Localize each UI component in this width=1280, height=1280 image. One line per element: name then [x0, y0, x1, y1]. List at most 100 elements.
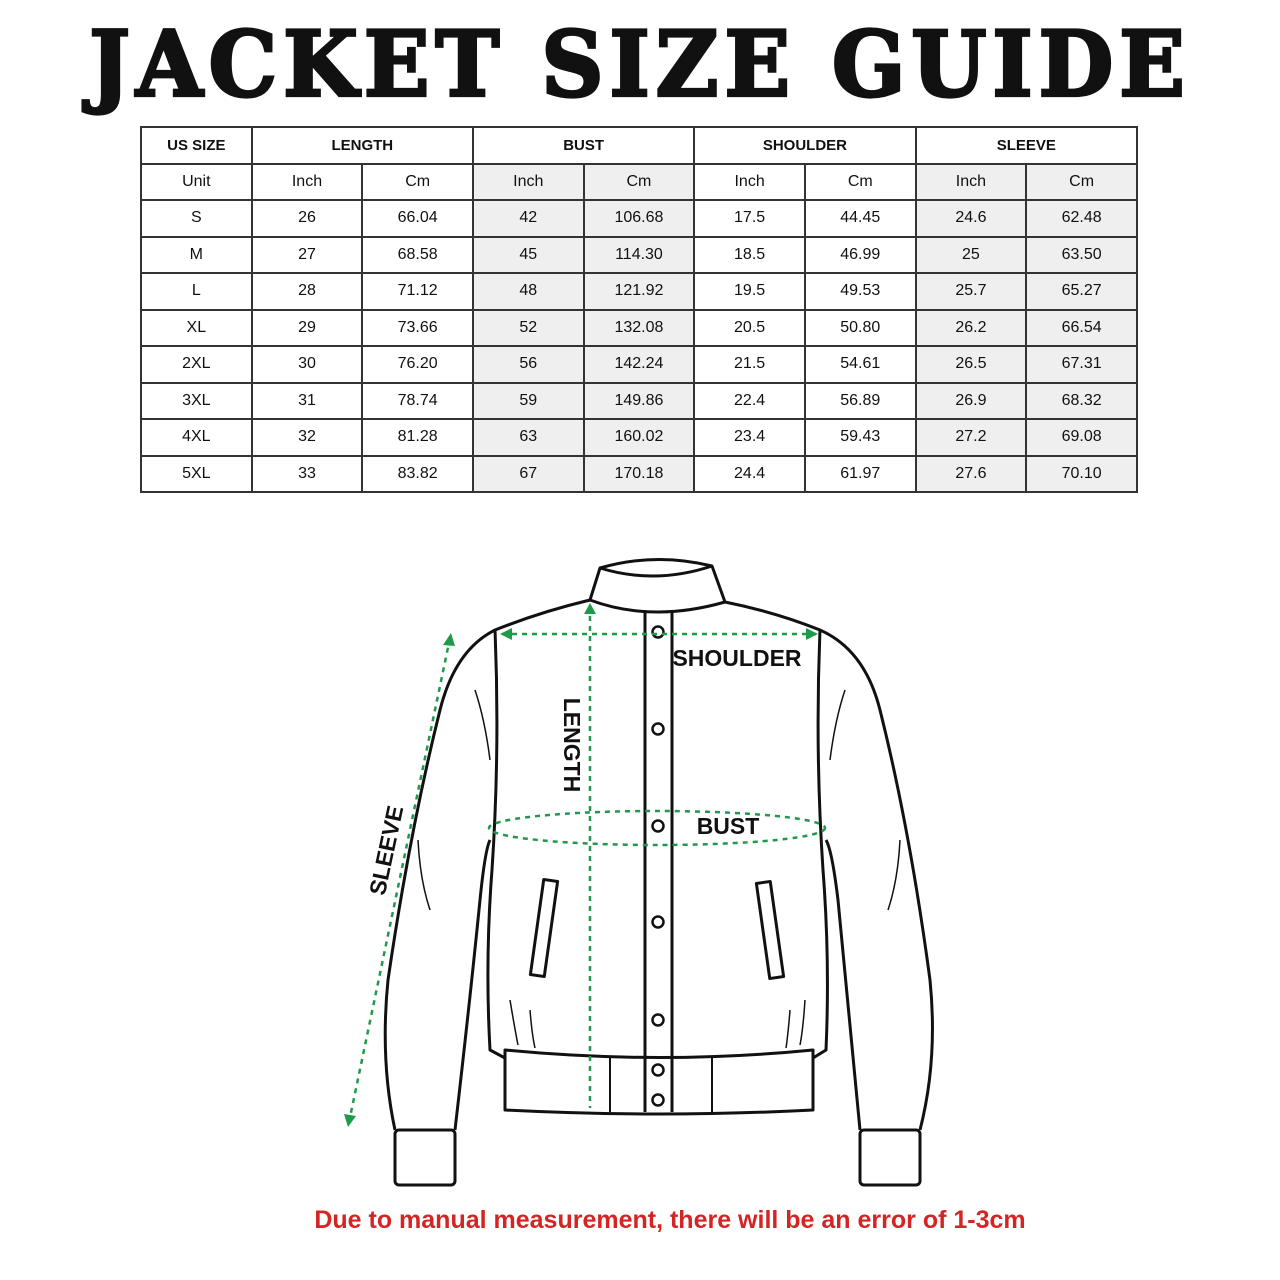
measurement-cell: 160.02: [582, 418, 696, 457]
measurement-cell: 25.7: [914, 272, 1028, 311]
unit-cell: Cm: [803, 162, 917, 201]
measure-lines: [347, 606, 827, 1123]
measurement-cell: 42: [471, 199, 585, 238]
measurement-cell: 24.4: [693, 454, 806, 493]
right-body-side: [812, 629, 829, 1060]
button-icon: [651, 1013, 665, 1027]
size-cell: L: [140, 272, 253, 311]
measurement-cell: 45: [471, 235, 585, 274]
table-row: 2XL 30 76.20 56 142.24 21.5 54.61 26.5 67.31: [140, 345, 1138, 384]
measurement-cell: 149.86: [582, 381, 696, 420]
button-icon: [651, 819, 665, 833]
measurement-cell: 52: [471, 308, 585, 347]
measurement-cell: 67.31: [1025, 345, 1138, 384]
measurement-cell: 83.82: [361, 454, 474, 493]
measurement-cell: 59: [471, 381, 585, 420]
header-bust: BUST: [471, 126, 696, 165]
unit-cell: Inch: [693, 162, 806, 201]
bust-measure-line: [487, 809, 827, 847]
collar: [588, 557, 727, 614]
measurement-cell: 70.10: [1025, 454, 1138, 493]
measurement-cell: 30: [250, 345, 364, 384]
measurement-cell: 54.61: [803, 345, 917, 384]
measurement-cell: 20.5: [693, 308, 806, 347]
measurement-cell: 26.2: [914, 308, 1028, 347]
measurement-cell: 56.89: [803, 381, 917, 420]
length-label: LENGTH: [559, 698, 585, 793]
header-sleeve: SLEEVE: [914, 126, 1139, 165]
table-body: S 26 66.04 42 106.68 17.5 44.45 24.6 62.48 M 27 68.…: [140, 199, 1138, 493]
measurement-cell: 28: [250, 272, 364, 311]
measurement-cell: 63: [471, 418, 585, 457]
measurement-cell: 59.43: [803, 418, 917, 457]
measurement-cell: 69.08: [1025, 418, 1138, 457]
measurement-cell: 25: [914, 235, 1028, 274]
sleeve-measure-line: [347, 637, 452, 1123]
measurement-cell: 78.74: [361, 381, 474, 420]
table-row: 3XL 31 78.74 59 149.86 22.4 56.89 26.9 68.32: [140, 381, 1138, 420]
unit-cell: Cm: [1025, 162, 1138, 201]
measurement-cell: 32: [250, 418, 364, 457]
size-cell: M: [140, 235, 253, 274]
table-row: S 26 66.04 42 106.68 17.5 44.45 24.6 62.48: [140, 199, 1138, 238]
measurement-cell: 62.48: [1025, 199, 1138, 238]
size-cell: XL: [140, 308, 253, 347]
page-title: JACKET SIZE GUIDE: [88, 10, 1191, 119]
size-cell: 2XL: [140, 345, 253, 384]
table-row: 5XL 33 83.82 67 170.18 24.4 61.97 27.6 70.10: [140, 454, 1138, 493]
size-cell: 5XL: [140, 454, 253, 493]
measurement-cell: 33: [250, 454, 364, 493]
table-row: 4XL 32 81.28 63 160.02 23.4 59.43 27.2 69.08: [140, 418, 1138, 457]
measurement-cell: 27: [250, 235, 364, 274]
measurement-cell: 19.5: [693, 272, 806, 311]
right-sleeve-inner: [824, 839, 862, 1131]
table-row: L 28 71.12 48 121.92 19.5 49.53 25.7 65.27: [140, 272, 1138, 311]
measurement-cell: 71.12: [361, 272, 474, 311]
size-cell: S: [140, 199, 253, 238]
measurement-cell: 49.53: [803, 272, 917, 311]
jacket-outline: [383, 557, 934, 1187]
unit-cell: Inch: [250, 162, 364, 201]
measurement-cell: 68.32: [1025, 381, 1138, 420]
measurement-cell: 170.18: [582, 454, 696, 493]
measurement-cell: 44.45: [803, 199, 917, 238]
button-icon: [651, 1063, 665, 1077]
size-chart-table: US SIZE LENGTH BUST SHOULDER SLEEVE Unit…: [140, 126, 1139, 493]
measurement-cell: 114.30: [582, 235, 696, 274]
measurement-cell: 27.6: [914, 454, 1028, 493]
measurement-cell: 56: [471, 345, 585, 384]
measure-arrowheads: [344, 603, 818, 1127]
header-length: LENGTH: [250, 126, 474, 165]
table-row: XL 29 73.66 52 132.08 20.5 50.80 26.2 66.54: [140, 308, 1138, 347]
left-body-side: [486, 629, 506, 1060]
measurement-cell: 106.68: [582, 199, 696, 238]
measurement-cell: 46.99: [803, 235, 917, 274]
measurement-cell: 63.50: [1025, 235, 1138, 274]
measurement-cell: 29: [250, 308, 364, 347]
sleeve-label: SLEEVE: [364, 803, 408, 897]
measurement-cell: 142.24: [582, 345, 696, 384]
left-sleeve-outer: [383, 598, 591, 1131]
right-pocket: [754, 879, 786, 981]
measurement-cell: 73.66: [361, 308, 474, 347]
measurement-cell: 68.58: [361, 235, 474, 274]
right-cuff: [858, 1128, 922, 1187]
collar-fold: [599, 564, 713, 578]
measurement-cell: 50.80: [803, 308, 917, 347]
size-cell: 4XL: [140, 418, 253, 457]
left-cuff: [393, 1128, 457, 1187]
button-icon: [651, 915, 665, 929]
measurement-cell: 67: [471, 454, 585, 493]
measurement-cell: 26.5: [914, 345, 1028, 384]
measurement-cell: 17.5: [693, 199, 806, 238]
size-cell: 3XL: [140, 381, 253, 420]
header-us-size: US SIZE: [140, 126, 253, 165]
measurement-cell: 61.97: [803, 454, 917, 493]
measurement-cell: 27.2: [914, 418, 1028, 457]
button-icon: [651, 625, 665, 639]
unit-cell: Inch: [471, 162, 585, 201]
left-pocket: [528, 877, 560, 979]
measurement-cell: 132.08: [582, 308, 696, 347]
measurement-cell: 26: [250, 199, 364, 238]
